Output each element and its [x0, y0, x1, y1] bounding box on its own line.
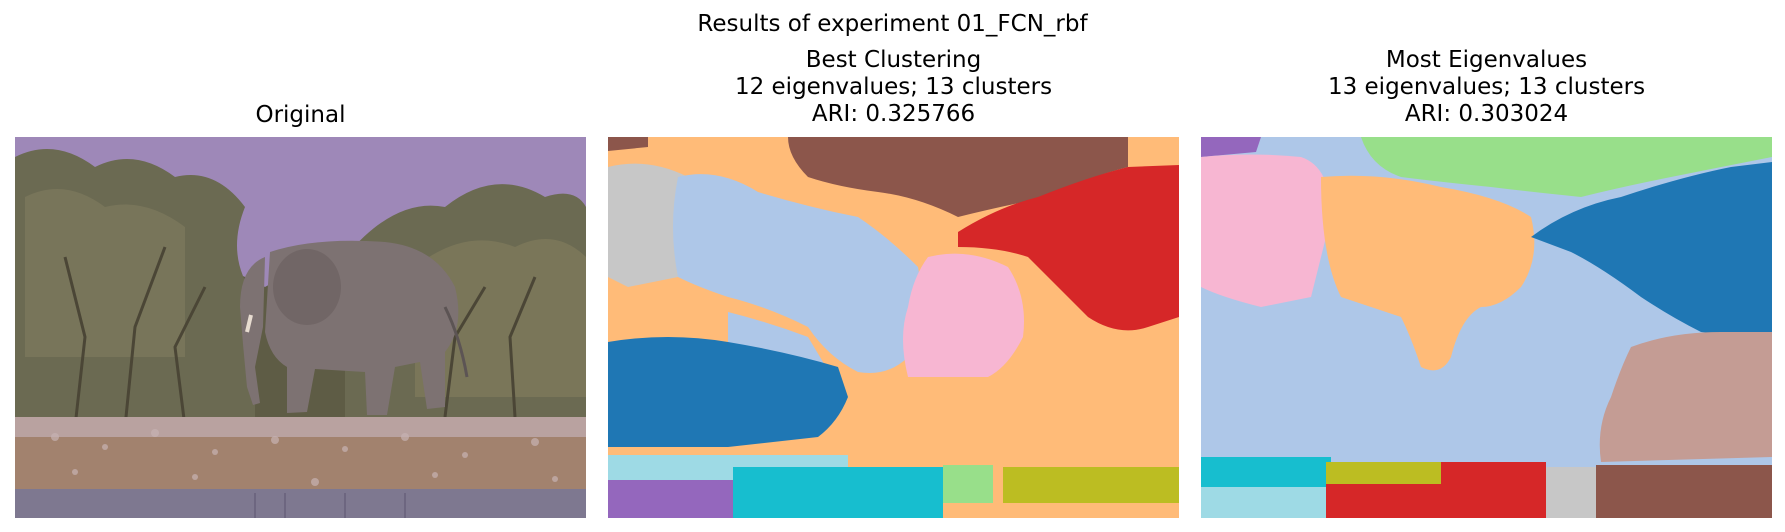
most-title-line-2: 13 eigenvalues; 13 clusters: [1327, 74, 1646, 100]
original-image-graphic: [15, 137, 586, 518]
best-title-line-2: 12 eigenvalues; 13 clusters: [734, 74, 1053, 100]
figure-title: Results of experiment 01_FCN_rbf: [697, 11, 1088, 37]
most-eigenvalues-title: Most Eigenvalues 13 eigenvalues; 13 clus…: [1201, 47, 1772, 128]
original-title-line: Original: [255, 102, 346, 128]
best-clustering-graphic: [608, 137, 1179, 518]
most-title-line-3: ARI: 0.303024: [1404, 101, 1569, 127]
most-eigenvalues-map: [1201, 137, 1772, 518]
most-eigenvalues-graphic: [1201, 137, 1772, 518]
best-title-line-3: ARI: 0.325766: [811, 101, 976, 127]
original-panel-title: Original: [15, 102, 586, 129]
best-title-line-1: Best Clustering: [805, 47, 982, 73]
best-clustering-map: [608, 137, 1179, 518]
most-title-line-1: Most Eigenvalues: [1385, 47, 1588, 73]
original-image: [15, 137, 586, 518]
best-clustering-title: Best Clustering 12 eigenvalues; 13 clust…: [608, 47, 1179, 128]
